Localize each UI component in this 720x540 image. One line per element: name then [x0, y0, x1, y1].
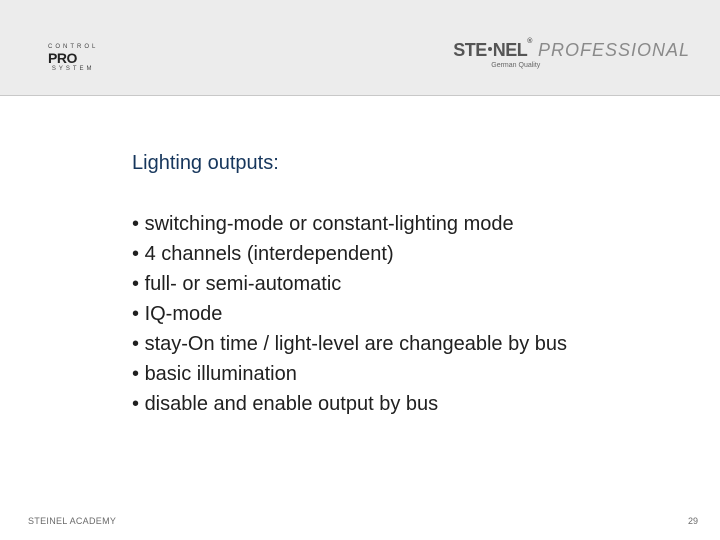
list-item: 4 channels (interdependent)	[132, 239, 660, 269]
slide-heading: Lighting outputs:	[132, 152, 660, 175]
slide: CONTROL PRO SYSTEM STE NEL® PROFESSIONAL …	[0, 0, 720, 540]
steinel-wordmark: STE NEL®	[453, 40, 532, 61]
header-bar: CONTROL PRO SYSTEM STE NEL® PROFESSIONAL …	[0, 0, 720, 96]
logo-right-row: STE NEL® PROFESSIONAL	[453, 40, 690, 61]
list-item: basic illumination	[132, 359, 660, 389]
footer-left: STEINEL ACADEMY	[28, 516, 116, 526]
logo-left-bottom: SYSTEM	[48, 66, 98, 72]
content-area: Lighting outputs: switching-mode or cons…	[132, 152, 660, 419]
list-item: stay-On time / light-level are changeabl…	[132, 329, 660, 359]
steinel-part-b: NEL	[493, 40, 528, 60]
list-item: disable and enable output by bus	[132, 389, 660, 419]
professional-wordmark: PROFESSIONAL	[538, 40, 690, 61]
dot-icon	[488, 47, 492, 51]
tagline: German Quality	[491, 62, 690, 69]
logo-left-brand: PRO	[48, 50, 98, 66]
list-item: IQ-mode	[132, 299, 660, 329]
list-item: full- or semi-automatic	[132, 269, 660, 299]
list-item: switching-mode or constant-lighting mode	[132, 209, 660, 239]
bullet-list: switching-mode or constant-lighting mode…	[132, 209, 660, 419]
logo-control-pro: CONTROL PRO SYSTEM	[48, 44, 98, 72]
page-number: 29	[688, 516, 698, 526]
steinel-part-a: STE	[453, 40, 487, 60]
logo-steinel-professional: STE NEL® PROFESSIONAL German Quality	[453, 40, 690, 69]
registered-icon: ®	[527, 38, 532, 45]
